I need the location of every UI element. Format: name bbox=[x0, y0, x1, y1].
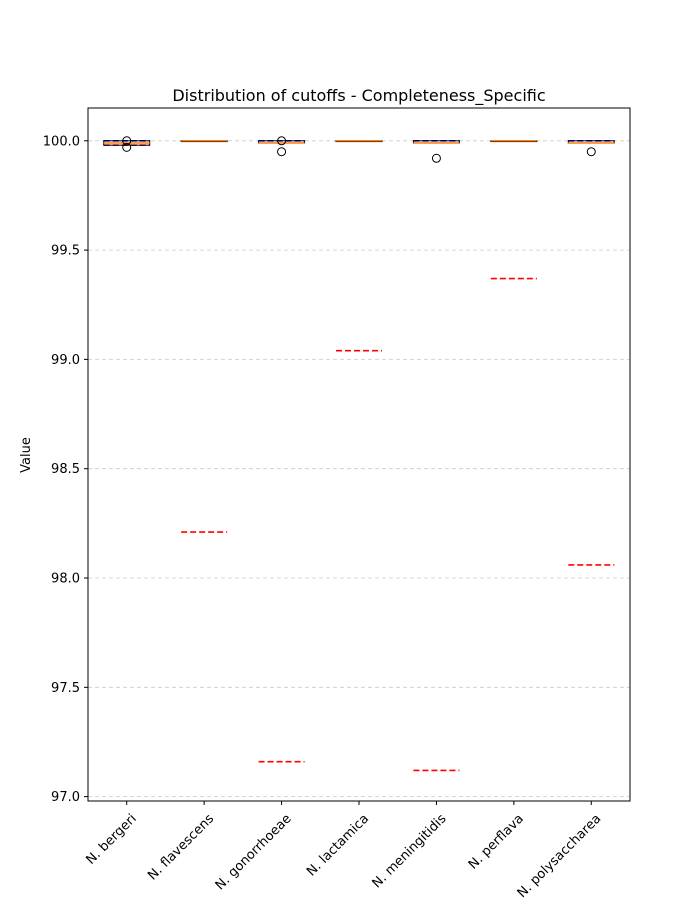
x-tick-label: N. gonorrhoeae bbox=[213, 811, 295, 893]
outlier-point bbox=[277, 147, 287, 157]
y-tick-label: 97.5 bbox=[51, 681, 80, 696]
chart-title: Distribution of cutoffs - Completeness_S… bbox=[172, 86, 545, 106]
reference-lines bbox=[103, 139, 615, 772]
outlier-point bbox=[122, 142, 132, 152]
x-tick-label: N. bergeri bbox=[84, 811, 140, 867]
plot-area-frame bbox=[87, 107, 631, 802]
y-tick-label: 98.5 bbox=[51, 462, 80, 477]
grid-lines bbox=[88, 140, 630, 798]
y-axis-ticks: 97.0 97.5 98.0 98.5 99.0 99.5 100.0 bbox=[43, 134, 88, 805]
y-tick-label: 97.0 bbox=[51, 790, 80, 805]
outlier-point bbox=[277, 136, 287, 146]
x-tick-label: N. meningitidis bbox=[370, 811, 450, 891]
x-tick-label: N. polysaccharea bbox=[515, 811, 605, 900]
outlier-point bbox=[431, 153, 441, 163]
outlier-point bbox=[122, 136, 132, 146]
y-tick-label: 100.0 bbox=[43, 134, 80, 149]
y-axis-label: Value bbox=[19, 437, 34, 473]
x-tick-label: N. perflava bbox=[466, 811, 527, 872]
x-tick-label: N. lactamica bbox=[304, 811, 372, 879]
boxes bbox=[103, 136, 615, 163]
x-tick-label: N. flavescens bbox=[145, 811, 217, 883]
outlier-point bbox=[586, 147, 596, 157]
y-tick-label: 99.5 bbox=[51, 244, 80, 259]
y-tick-label: 99.0 bbox=[51, 353, 80, 368]
y-tick-label: 98.0 bbox=[51, 572, 80, 587]
